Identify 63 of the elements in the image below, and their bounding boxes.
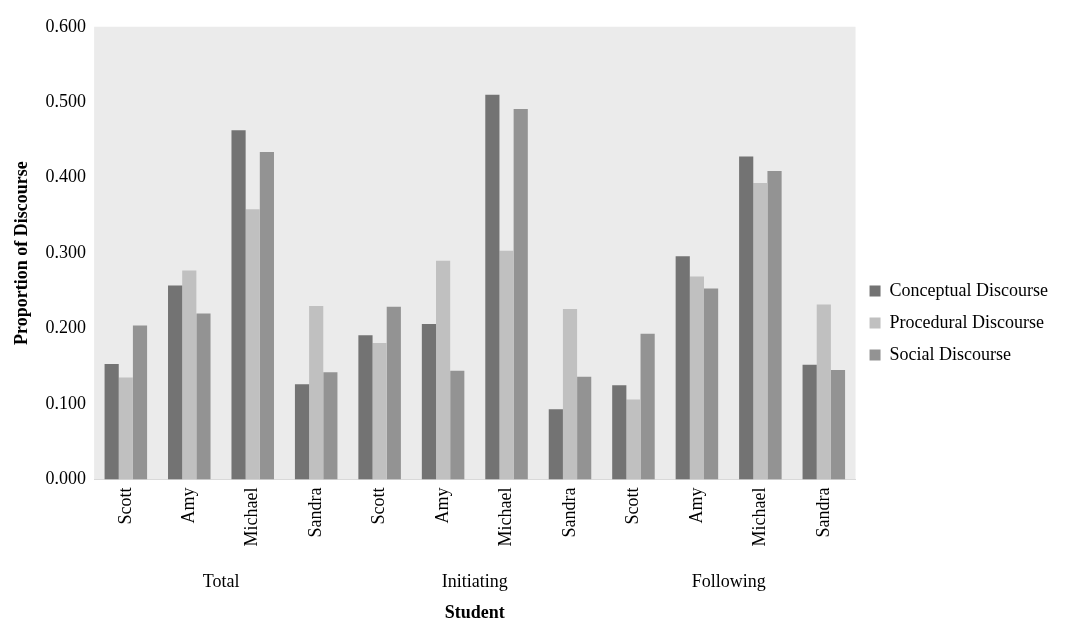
y-tick-label: 0.300 <box>45 241 87 262</box>
bar <box>675 256 690 480</box>
bar <box>182 270 197 480</box>
x-tick-label: Sandra <box>812 487 833 538</box>
y-tick-label: 0.000 <box>45 468 87 489</box>
text: Following <box>691 570 766 591</box>
bar <box>830 370 846 480</box>
bar <box>104 364 119 480</box>
legend-label: Social Discourse <box>889 343 1012 364</box>
bar <box>132 325 148 480</box>
bar <box>703 288 719 480</box>
bar <box>767 170 782 480</box>
bar <box>421 324 437 480</box>
text: Initiating <box>441 570 508 591</box>
bar <box>612 385 627 480</box>
bar <box>231 130 246 480</box>
bar <box>118 377 133 480</box>
y-tick-label: 0.500 <box>45 90 87 111</box>
bar <box>294 384 310 480</box>
bar <box>562 308 578 480</box>
bar <box>577 376 592 480</box>
y-tick-label: 0.100 <box>45 392 87 413</box>
bar <box>816 304 831 480</box>
x-tick-label: Michael <box>241 487 262 547</box>
legend-label: Conceptual Discourse <box>889 279 1049 300</box>
bar <box>499 250 514 480</box>
bar <box>259 152 274 480</box>
x-tick-label: Amy <box>685 487 706 524</box>
x-axis-title: Student <box>444 601 505 622</box>
bar <box>372 342 387 480</box>
x-tick-label: Sandra <box>558 487 579 538</box>
bar <box>640 333 655 480</box>
bar <box>323 372 338 480</box>
y-tick-label: 0.600 <box>45 15 87 36</box>
bar <box>753 182 768 480</box>
x-tick-label: Michael <box>495 487 516 547</box>
y-tick-label: 0.400 <box>45 166 87 187</box>
bar <box>168 285 183 480</box>
x-tick-label: Amy <box>178 487 199 524</box>
text: Total <box>202 570 240 591</box>
y-tick-label: 0.200 <box>45 317 87 338</box>
legend-label: Procedural Discourse <box>889 311 1044 332</box>
bar <box>196 313 211 480</box>
bar <box>513 109 528 480</box>
bar <box>626 399 641 480</box>
bar <box>548 409 563 480</box>
bar <box>386 306 401 480</box>
x-tick-label: Amy <box>431 487 452 524</box>
x-tick-label: Sandra <box>304 487 325 538</box>
bar <box>436 260 451 480</box>
x-tick-label: Scott <box>368 487 389 525</box>
bar <box>245 209 260 480</box>
bar <box>309 305 324 480</box>
bar <box>358 335 373 480</box>
x-tick-label: Scott <box>114 487 135 525</box>
bar <box>739 156 754 480</box>
x-tick-label: Scott <box>622 487 643 525</box>
x-tick-label: Michael <box>749 487 770 547</box>
y-axis-title: Proportion of Discourse <box>11 161 32 345</box>
bar <box>485 94 500 480</box>
bar <box>689 276 704 480</box>
bar <box>802 364 817 480</box>
bar <box>450 370 465 480</box>
